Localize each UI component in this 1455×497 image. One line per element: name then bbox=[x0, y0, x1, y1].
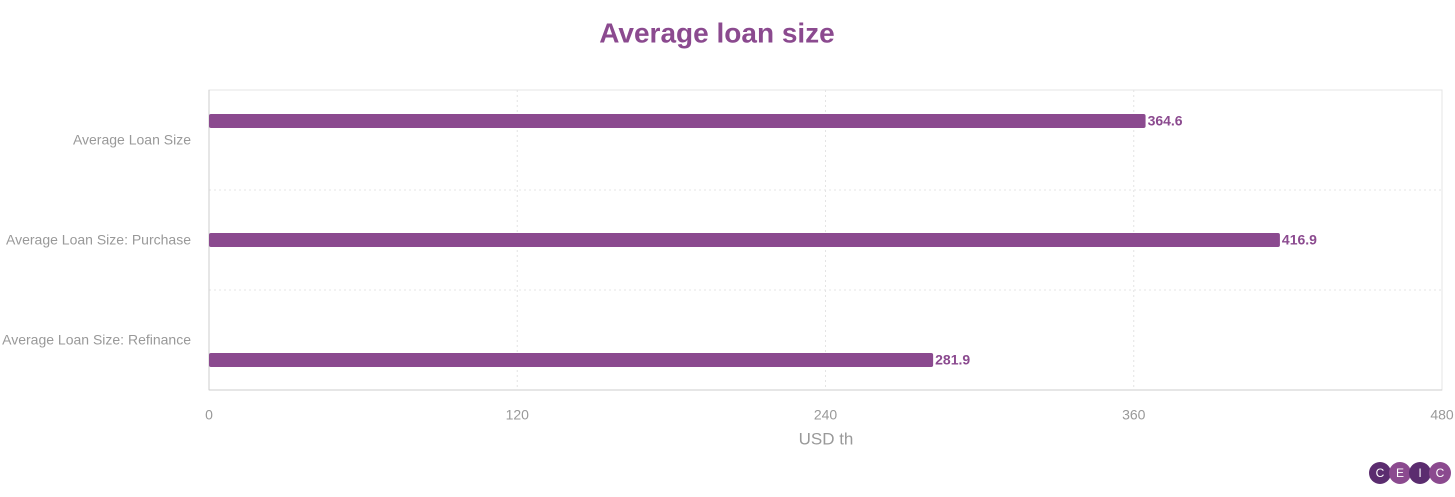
logo-letter: C bbox=[1376, 466, 1385, 480]
logo-letter: I bbox=[1418, 466, 1421, 480]
x-tick-label: 480 bbox=[1430, 407, 1454, 423]
logo-circle bbox=[1389, 462, 1411, 484]
logo-circle bbox=[1409, 462, 1431, 484]
logo-letter: C bbox=[1436, 466, 1445, 480]
x-tick-label: 240 bbox=[814, 407, 838, 423]
x-axis-label: USD th bbox=[799, 429, 854, 448]
logo-letter: E bbox=[1396, 466, 1404, 480]
x-tick-label: 120 bbox=[506, 407, 530, 423]
bar bbox=[209, 114, 1146, 128]
logo-circle bbox=[1369, 462, 1391, 484]
bar bbox=[209, 353, 934, 367]
bar bbox=[209, 233, 1280, 247]
y-tick-label: Average Loan Size: Refinance bbox=[2, 332, 191, 348]
x-tick-label: 360 bbox=[1122, 407, 1146, 423]
y-tick-label: Average Loan Size: Purchase bbox=[6, 232, 191, 248]
y-tick-label: Average Loan Size bbox=[73, 132, 191, 148]
value-label: 364.6 bbox=[1148, 113, 1183, 129]
chart-title: Average loan size bbox=[599, 17, 835, 48]
logo-circle bbox=[1429, 462, 1451, 484]
value-label: 416.9 bbox=[1282, 232, 1317, 248]
x-tick-label: 0 bbox=[205, 407, 213, 423]
value-label: 281.9 bbox=[935, 352, 970, 368]
